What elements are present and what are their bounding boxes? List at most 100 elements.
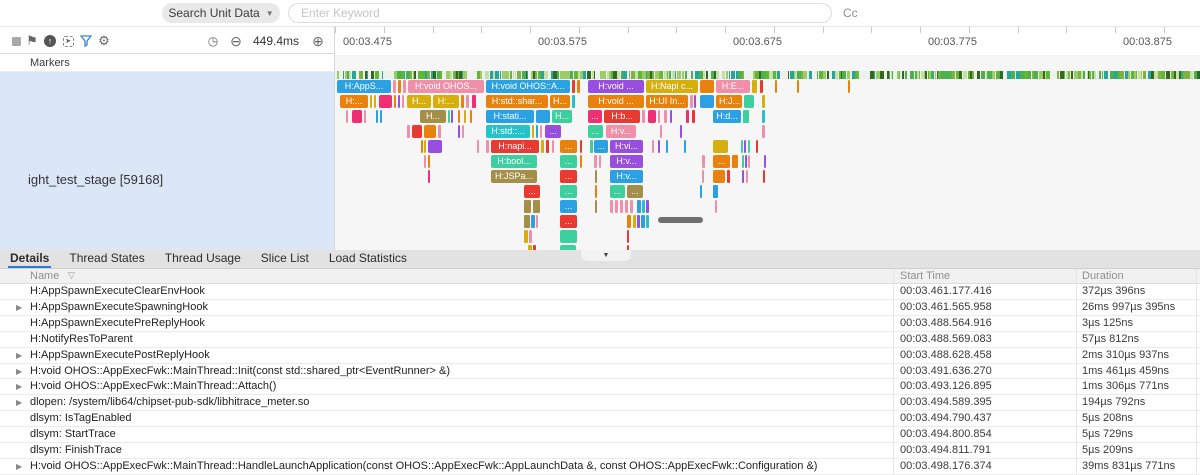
expand-arrow-icon[interactable]: ▶ (16, 398, 23, 408)
flame-slice[interactable] (748, 140, 750, 153)
flame-slice[interactable] (732, 155, 738, 168)
flame-slice[interactable] (528, 245, 532, 250)
flame-slice[interactable]: ... (627, 185, 643, 198)
flame-slice[interactable]: ... (713, 155, 730, 168)
flame-slice[interactable] (797, 80, 799, 93)
flame-slice[interactable] (402, 95, 404, 108)
flame-slice[interactable] (424, 125, 436, 138)
flame-slice[interactable] (658, 140, 660, 153)
flame-slice[interactable] (364, 110, 366, 123)
flame-slice[interactable]: H:void OHOS::A... (486, 80, 570, 93)
table-row[interactable]: dlsym: IsTagEnabled 00:03.494.790.437 5µs … (0, 411, 1200, 428)
flame-slice[interactable] (744, 95, 754, 108)
flame-slice[interactable] (580, 140, 582, 153)
table-row[interactable]: ▶ H:AppSpawnExecuteSpawningHook 00:03.461.… (0, 300, 1200, 316)
gear-icon[interactable]: ⚙ (98, 33, 110, 48)
flame-slice[interactable] (524, 215, 530, 228)
flame-slice[interactable] (660, 125, 662, 138)
flame-slice[interactable] (580, 155, 582, 168)
flame-slice[interactable] (627, 230, 629, 243)
table-row[interactable]: ▶ H:void OHOS::AppExecFwk::MainThread::Ha… (0, 459, 1200, 475)
flame-slice[interactable] (756, 140, 758, 153)
flame-slice[interactable] (763, 170, 765, 183)
table-row[interactable]: ▶ H:void OHOS::AppExecFwk::MainThread::At… (0, 379, 1200, 396)
flame-slice[interactable]: H:b... (604, 110, 640, 123)
flame-slice[interactable] (529, 230, 532, 243)
collapse-panel-button[interactable]: ▼ (581, 250, 631, 261)
flame-slice[interactable] (642, 200, 645, 213)
flame-slice[interactable] (560, 245, 576, 250)
flame-slice[interactable] (438, 125, 441, 138)
flame-slice[interactable] (752, 80, 757, 93)
flame-slice[interactable] (594, 155, 597, 168)
flame-slice[interactable] (472, 95, 476, 108)
flame-slice[interactable] (700, 80, 714, 93)
flame-slice[interactable]: H:J... (716, 95, 742, 108)
flame-slice[interactable] (412, 125, 422, 138)
flame-slice[interactable]: H:v... (610, 170, 643, 183)
flame-slice[interactable]: ... (588, 125, 603, 138)
flame-slice[interactable] (744, 140, 746, 153)
flame-slice[interactable] (590, 140, 593, 153)
flame-slice[interactable] (742, 170, 744, 183)
flame-slice[interactable] (394, 95, 396, 108)
flame-slice[interactable] (595, 170, 597, 183)
flame-slice[interactable]: H:v... (606, 125, 636, 138)
flame-slice[interactable]: ... (560, 170, 577, 183)
filter-icon[interactable] (78, 33, 94, 49)
flame-slice[interactable] (533, 245, 536, 250)
expand-arrow-icon[interactable]: ▶ (16, 350, 23, 360)
flame-slice[interactable] (376, 110, 378, 123)
flame-slice[interactable] (700, 185, 702, 198)
flame-slice[interactable] (374, 95, 376, 108)
flame-slice[interactable] (746, 170, 748, 183)
flame-slice[interactable]: H... (420, 110, 446, 123)
flame-slice[interactable] (464, 110, 466, 123)
flame-slice[interactable] (686, 110, 689, 123)
flame-slice[interactable] (610, 200, 613, 213)
table-row[interactable]: ▶ dlopen: /system/lib64/chipset-pub-sdk/l… (0, 395, 1200, 412)
flame-slice[interactable] (664, 110, 667, 123)
flame-slice[interactable] (627, 245, 629, 250)
flame-slice[interactable] (531, 215, 535, 228)
flame-slice[interactable]: H:... (433, 95, 459, 108)
flame-slice[interactable] (470, 110, 472, 123)
flame-slice[interactable] (713, 185, 718, 198)
flame-slice[interactable]: H:v... (610, 155, 643, 168)
flame-slice[interactable] (486, 140, 489, 153)
flame-slice[interactable]: H:d... (713, 110, 741, 123)
flame-slice[interactable]: ... (560, 215, 577, 228)
flame-slice[interactable]: H:vi... (610, 140, 643, 153)
flame-slice[interactable] (577, 80, 580, 93)
flame-slice[interactable] (524, 230, 528, 243)
flame-slice[interactable] (346, 110, 348, 123)
flame-slice[interactable] (633, 215, 636, 228)
flame-slice[interactable] (743, 110, 749, 123)
flame-slice[interactable] (652, 140, 654, 153)
flame-slice[interactable] (727, 170, 730, 183)
tab-thread-usage[interactable]: Thread Usage (164, 251, 241, 265)
flame-slice[interactable] (524, 200, 531, 213)
flame-slice[interactable] (461, 95, 464, 108)
flame-slice[interactable] (546, 140, 549, 153)
flame-slice[interactable] (398, 95, 400, 108)
flame-slice[interactable] (670, 110, 672, 123)
zoom-out-icon[interactable]: ⊖ (230, 32, 242, 49)
flame-slice[interactable] (690, 95, 693, 108)
flame-slice[interactable] (692, 110, 695, 123)
flame-slice[interactable]: ... (594, 140, 608, 153)
flame-slice[interactable] (424, 140, 426, 153)
flame-slice[interactable] (625, 200, 628, 213)
search-unit-dropdown[interactable]: Search Unit Data ▼ (162, 3, 280, 23)
flame-slice[interactable] (536, 110, 550, 123)
table-row[interactable]: H:AppSpawnExecutePreReplyHook 00:03.488.5… (0, 316, 1200, 332)
stop-icon[interactable] (8, 33, 24, 49)
flame-slice[interactable] (745, 155, 747, 168)
navigate-up-icon[interactable]: ↑ (42, 33, 58, 49)
flame-slice[interactable] (572, 95, 575, 108)
flame-slice[interactable] (407, 125, 410, 138)
flame-slice[interactable] (540, 125, 542, 138)
flame-slice[interactable] (848, 80, 850, 93)
flame-slice[interactable]: H:void ... (588, 80, 644, 93)
flame-slice[interactable]: H:std::shar... (486, 95, 548, 108)
